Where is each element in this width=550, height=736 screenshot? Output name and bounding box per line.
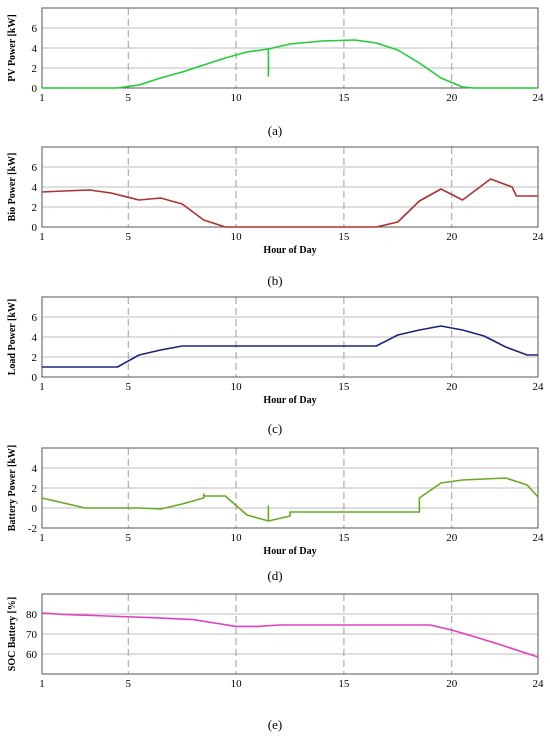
y-tick-label: 0: [32, 372, 38, 384]
x-tick-label: 20: [446, 92, 458, 104]
x-tick-label: 10: [231, 678, 243, 690]
series-line: [41, 612, 539, 658]
series-line: [41, 178, 538, 228]
x-tick-label: 20: [446, 678, 458, 690]
x-tick-label: 5: [126, 678, 132, 690]
panel-caption: (e): [268, 717, 282, 732]
plot-frame: [41, 593, 539, 675]
y-tick-label: 2: [32, 483, 38, 495]
y-tick-label: 0: [32, 503, 38, 515]
x-axis-label: Hour of Day: [263, 245, 316, 256]
x-tick-label: 5: [126, 381, 132, 393]
y-tick-label: 70: [26, 629, 38, 641]
x-tick-label: 1: [39, 532, 45, 544]
x-axis-label: Hour of Day: [263, 546, 316, 557]
y-axis-label: Bio Power [kW]: [7, 153, 18, 222]
y-tick-label: 6: [32, 23, 38, 35]
y-tick-label: 4: [32, 182, 38, 194]
x-tick-label: 24: [533, 678, 545, 690]
y-tick-label: 2: [32, 63, 38, 75]
y-tick-label: 4: [32, 332, 38, 344]
y-axis-label: Load Power [kW]: [7, 299, 18, 375]
x-tick-label: 15: [338, 381, 350, 393]
x-tick-label: 1: [39, 678, 45, 690]
x-tick-label: 1: [39, 92, 45, 104]
series-line: [41, 477, 539, 522]
y-axis-label: PV Power [kW]: [7, 14, 18, 81]
x-tick-label: 20: [446, 231, 458, 243]
x-tick-label: 24: [533, 92, 545, 104]
y-tick-label: -2: [28, 523, 37, 535]
y-tick-label: 2: [32, 202, 38, 214]
y-tick-label: 6: [32, 312, 38, 324]
x-tick-label: 24: [533, 381, 545, 393]
x-tick-label: 20: [446, 532, 458, 544]
y-tick-label: 6: [32, 162, 38, 174]
plot-frame: [41, 296, 539, 378]
x-tick-label: 10: [231, 231, 243, 243]
panel-caption: (d): [267, 568, 282, 583]
x-tick-label: 10: [231, 381, 243, 393]
y-tick-label: 2: [32, 352, 38, 364]
y-tick-label: 4: [32, 463, 38, 475]
y-tick-label: 4: [32, 43, 38, 55]
x-tick-label: 10: [231, 532, 243, 544]
series-line: [42, 39, 538, 89]
x-tick-label: 15: [338, 92, 350, 104]
x-tick-label: 10: [231, 92, 243, 104]
plot-frame: [41, 7, 539, 89]
panel-caption: (b): [267, 273, 282, 288]
x-tick-label: 1: [39, 381, 45, 393]
x-tick-label: 24: [533, 231, 545, 243]
y-tick-label: 0: [32, 83, 38, 95]
plot-frame: [41, 447, 539, 529]
x-tick-label: 15: [338, 678, 350, 690]
x-tick-label: 5: [126, 231, 132, 243]
x-tick-label: 5: [126, 532, 132, 544]
x-tick-label: 15: [338, 532, 350, 544]
y-axis-label: SOC Battery [%]: [7, 597, 18, 671]
y-tick-label: 60: [26, 649, 38, 661]
panel-caption: (c): [268, 421, 282, 436]
series-line: [42, 325, 538, 368]
x-tick-label: 20: [446, 381, 458, 393]
y-tick-label: 80: [26, 609, 38, 621]
x-tick-label: 5: [126, 92, 132, 104]
x-axis-label: Hour of Day: [263, 395, 316, 406]
panel-caption: (a): [268, 123, 282, 138]
x-tick-label: 1: [39, 231, 45, 243]
x-tick-label: 24: [533, 532, 545, 544]
x-tick-label: 15: [338, 231, 350, 243]
y-axis-label: Battery Power [kW]: [7, 445, 18, 531]
y-tick-label: 0: [32, 222, 38, 234]
